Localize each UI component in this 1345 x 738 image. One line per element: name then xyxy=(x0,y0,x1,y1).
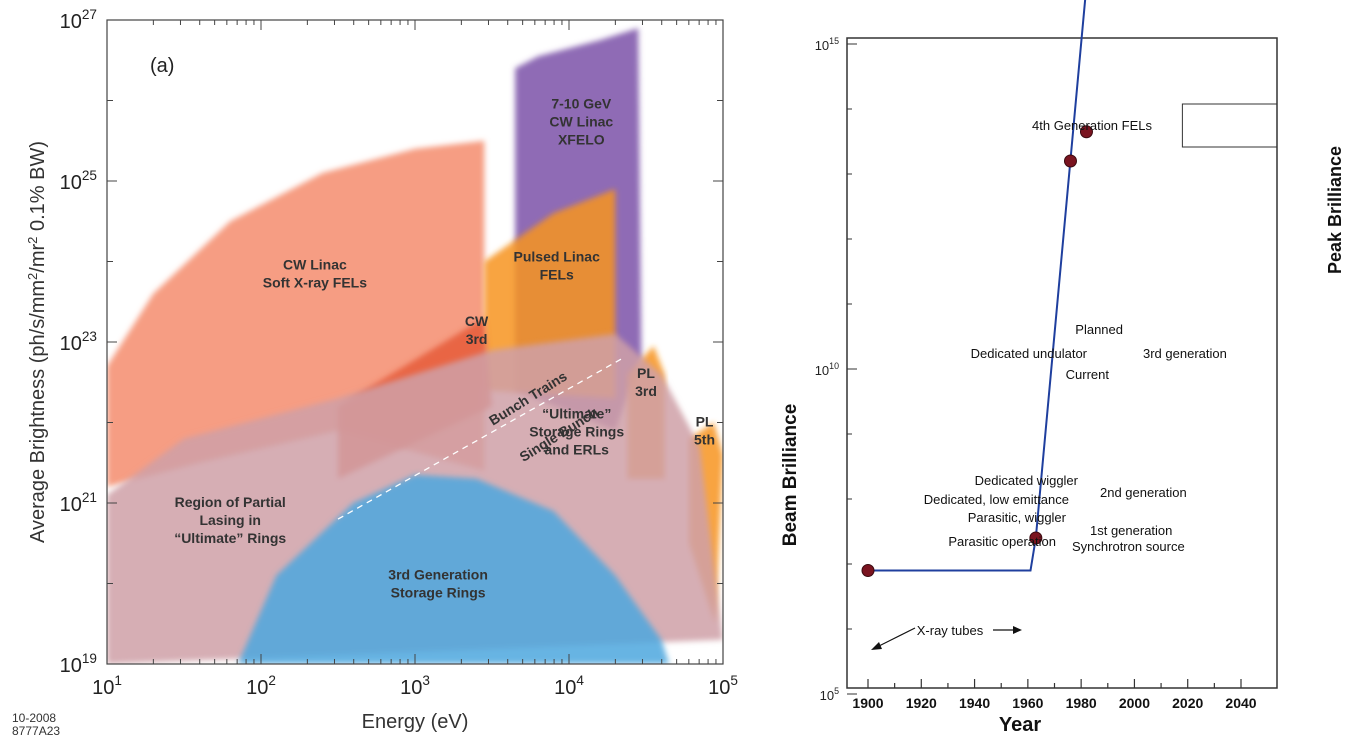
point-parasitic-wiggler xyxy=(1079,125,1093,139)
region-3rd-generation-storage-rings xyxy=(237,474,670,664)
label-3rd-generation-storage-rings: 3rd Generation Storage Rings xyxy=(388,566,488,600)
point-x-ray-tubes xyxy=(861,564,875,577)
year-tick-label: 1920 xyxy=(906,695,937,711)
annotation-dedicated-undulator: Dedicated undulator xyxy=(971,346,1088,361)
point-x-ray-tubes xyxy=(1029,531,1043,545)
label-cw-3rd: CW 3rd xyxy=(465,313,489,347)
label-7-10-gev-cw-linac-xfelo: 7-10 GeV CW Linac XFELO xyxy=(549,96,613,148)
label-cw-linac-soft-x-ray-fels: CW Linac Soft X-ray FELs xyxy=(263,257,367,291)
arrowhead-left xyxy=(871,642,882,650)
label-pl-3rd: PL 3rd xyxy=(635,365,657,399)
x-tick-label: 102 xyxy=(246,673,276,699)
annotation-planned: Planned xyxy=(1075,322,1123,337)
right-plot-frame xyxy=(846,37,1278,689)
y-tick-label: 1027 xyxy=(60,7,97,33)
annotation-gen4: 4th Generation FELs xyxy=(1032,118,1152,133)
annotation-gen1-line1: 1st generation xyxy=(1090,523,1172,538)
brilliance-line xyxy=(868,0,1087,572)
y-tick-label: 1023 xyxy=(60,329,97,355)
annotation-dedicated-low: Dedicated, low emittance xyxy=(924,492,1069,507)
annotation-parasitic-wiggler: Parasitic, wiggler xyxy=(968,510,1067,525)
annotation-gen3: 3rd generation xyxy=(1143,346,1227,361)
label-ultimate-storage-rings-and-erls: “Ultimate” Storage Rings and ERLs xyxy=(529,405,624,457)
label-region-of-partial-lasing-in-ultimate-rings: Region of Partial Lasing in “Ultimate” Rin… xyxy=(174,494,286,546)
annotation-xray-tubes: X-ray tubes xyxy=(917,623,984,638)
label-pulsed-linac-fels: Pulsed Linac FELs xyxy=(514,249,601,283)
year-tick-label: 1900 xyxy=(852,695,883,711)
year-tick-label: 2020 xyxy=(1172,695,1203,711)
year-tick-label: 1940 xyxy=(959,695,990,711)
y-axis-label: Average Brightness (ph/s/mm2/mr2 0.1% BW… xyxy=(25,141,49,543)
annotation-gen1-line2: Synchrotron source xyxy=(1072,539,1185,554)
brilliance-chart: 1900 1920 1940 1960 1980 2000 2020 2040 105 1010 1… xyxy=(780,0,1345,736)
x-tick-label: 104 xyxy=(554,673,584,699)
point-parasitic-operation xyxy=(1063,154,1077,168)
annotation-gen2: 2nd generation xyxy=(1100,485,1187,500)
year-tick-label: 1960 xyxy=(1012,695,1043,711)
label-pl-5th: PL 5th xyxy=(694,414,715,448)
beam-tick-label: 1015 xyxy=(815,36,839,53)
brightness-chart: CW Linac Soft X-ray FELs 7-10 GeV CW Linac X… xyxy=(12,7,738,738)
panel-label: (a) xyxy=(150,55,174,77)
beam-tick-label: 105 xyxy=(820,686,839,703)
arrow-xray-tube-left xyxy=(874,627,916,649)
y-tick-label: 1021 xyxy=(60,490,97,516)
x-tick-label: 101 xyxy=(92,673,122,699)
footnote-date: 10-2008 xyxy=(12,711,56,725)
y-tick-label: 1025 xyxy=(60,168,97,194)
x-axis-label: Energy (eV) xyxy=(362,711,469,733)
fel-box xyxy=(1181,103,1278,148)
arrowhead-right xyxy=(1013,626,1022,634)
year-tick-label: 2040 xyxy=(1225,695,1256,711)
annotation-parasitic-operation: Parasitic operation xyxy=(948,534,1056,549)
year-tick-label: 2000 xyxy=(1119,695,1150,711)
y-axis-label-beam: Beam Brilliance xyxy=(780,404,801,547)
annotation-current: Current xyxy=(1066,367,1110,382)
beam-tick-label: 1010 xyxy=(815,361,839,378)
x-axis-label-year: Year xyxy=(999,714,1041,736)
y-axis-label-peak: Peak Brilliance xyxy=(1325,146,1345,274)
x-tick-label: 103 xyxy=(400,673,430,699)
annotation-dedicated-wiggler: Dedicated wiggler xyxy=(975,473,1079,488)
footnote-code: 8777A23 xyxy=(12,724,60,738)
y-tick-label: 1019 xyxy=(60,651,97,677)
year-tick-label: 1980 xyxy=(1066,695,1097,711)
x-tick-label: 105 xyxy=(708,673,738,699)
